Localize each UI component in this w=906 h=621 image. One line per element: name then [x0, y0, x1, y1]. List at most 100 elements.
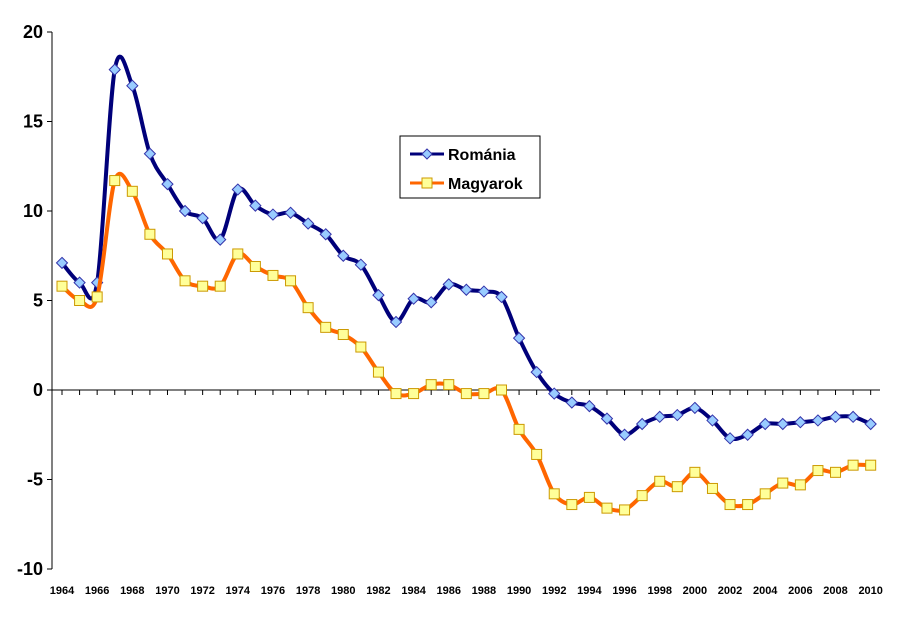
- data-point-magyarok: [198, 281, 208, 291]
- data-point-romania: [777, 419, 788, 430]
- data-point-magyarok: [813, 466, 823, 476]
- x-tick-label: 1970: [155, 585, 179, 597]
- x-tick-label: 1994: [577, 585, 602, 597]
- data-point-magyarok: [391, 389, 401, 399]
- data-point-magyarok: [338, 330, 348, 340]
- x-tick-label: 1974: [226, 585, 251, 597]
- data-point-magyarok: [373, 367, 383, 377]
- x-tick-labels: 1964 1966 1968 1970 1972 1974 1976 1978 1980 1982…: [50, 390, 883, 597]
- data-point-magyarok: [848, 460, 858, 470]
- legend-label-magyarok: Magyarok: [448, 176, 523, 193]
- y-tick-label: -10: [17, 559, 43, 579]
- legend-marker-magyarok-icon: [422, 178, 432, 188]
- data-point-magyarok: [514, 424, 524, 434]
- y-tick-label: 0: [33, 380, 43, 400]
- data-point-magyarok: [110, 176, 120, 186]
- data-point-magyarok: [602, 503, 612, 513]
- x-tick-label: 1988: [472, 585, 496, 597]
- data-point-magyarok: [356, 342, 366, 352]
- x-tick-label: 2006: [788, 585, 812, 597]
- data-point-magyarok: [250, 261, 260, 271]
- legend: Románia Magyarok: [400, 136, 540, 198]
- data-point-romania: [689, 402, 700, 413]
- data-point-romania: [812, 415, 823, 426]
- data-point-romania: [848, 411, 859, 422]
- data-point-magyarok: [725, 500, 735, 510]
- x-tick-label: 1990: [507, 585, 531, 597]
- data-point-magyarok: [795, 480, 805, 490]
- data-point-romania: [654, 411, 665, 422]
- x-tick-label: 1976: [261, 585, 285, 597]
- data-point-magyarok: [690, 467, 700, 477]
- data-point-magyarok: [707, 483, 717, 493]
- data-point-magyarok: [549, 489, 559, 499]
- y-tick-labels: 20 15 10 5 0 -5 -10: [17, 22, 52, 579]
- data-point-magyarok: [426, 380, 436, 390]
- data-point-romania: [795, 417, 806, 428]
- data-point-magyarok: [215, 281, 225, 291]
- data-point-magyarok: [672, 482, 682, 492]
- x-tick-label: 1964: [50, 585, 75, 597]
- series-line-magyarok: [62, 174, 871, 511]
- y-tick-label: 10: [23, 201, 43, 221]
- x-tick-label: 2000: [683, 585, 707, 597]
- y-tick-label: 5: [33, 291, 43, 311]
- data-point-magyarok: [75, 296, 85, 306]
- y-tick-label: 15: [23, 112, 43, 132]
- data-point-magyarok: [286, 276, 296, 286]
- data-point-magyarok: [743, 500, 753, 510]
- data-point-magyarok: [180, 276, 190, 286]
- data-point-magyarok: [479, 389, 489, 399]
- data-point-magyarok: [57, 281, 67, 291]
- x-tick-label: 2008: [823, 585, 847, 597]
- x-tick-label: 2004: [753, 585, 778, 597]
- data-point-magyarok: [92, 292, 102, 302]
- x-tick-label: 1980: [331, 585, 355, 597]
- data-point-magyarok: [532, 449, 542, 459]
- x-tick-label: 2010: [858, 585, 882, 597]
- data-point-magyarok: [461, 389, 471, 399]
- data-point-romania: [127, 80, 138, 91]
- data-point-romania: [830, 411, 841, 422]
- series-line-romania: [62, 57, 871, 439]
- x-tick-label: 1998: [647, 585, 671, 597]
- x-tick-label: 1996: [612, 585, 636, 597]
- data-point-romania: [478, 286, 489, 297]
- data-point-magyarok: [831, 467, 841, 477]
- data-point-magyarok: [444, 380, 454, 390]
- data-point-magyarok: [567, 500, 577, 510]
- data-point-magyarok: [268, 270, 278, 280]
- data-point-magyarok: [637, 491, 647, 501]
- x-tick-label: 1986: [437, 585, 461, 597]
- data-point-romania: [461, 284, 472, 295]
- data-point-magyarok: [620, 505, 630, 515]
- data-point-magyarok: [127, 186, 137, 196]
- x-tick-label: 1978: [296, 585, 320, 597]
- data-point-magyarok: [409, 389, 419, 399]
- data-point-magyarok: [145, 229, 155, 239]
- data-point-romania: [144, 148, 155, 159]
- series-romania: [57, 57, 877, 444]
- data-point-magyarok: [584, 492, 594, 502]
- x-tick-label: 1972: [190, 585, 214, 597]
- series-layer: [57, 57, 877, 515]
- x-tick-label: 1966: [85, 585, 109, 597]
- data-point-magyarok: [321, 322, 331, 332]
- data-point-romania: [566, 397, 577, 408]
- x-tick-label: 1984: [401, 585, 426, 597]
- data-point-magyarok: [497, 385, 507, 395]
- data-point-romania: [267, 209, 278, 220]
- x-tick-label: 2002: [718, 585, 742, 597]
- y-tick-label: -5: [27, 470, 43, 490]
- data-point-magyarok: [233, 249, 243, 259]
- data-point-magyarok: [866, 460, 876, 470]
- x-tick-label: 1992: [542, 585, 566, 597]
- data-point-magyarok: [303, 303, 313, 313]
- x-tick-label: 1982: [366, 585, 390, 597]
- y-tick-label: 20: [23, 22, 43, 42]
- data-point-magyarok: [760, 489, 770, 499]
- x-tick-label: 1968: [120, 585, 144, 597]
- data-point-romania: [109, 64, 120, 75]
- axes: [52, 32, 880, 569]
